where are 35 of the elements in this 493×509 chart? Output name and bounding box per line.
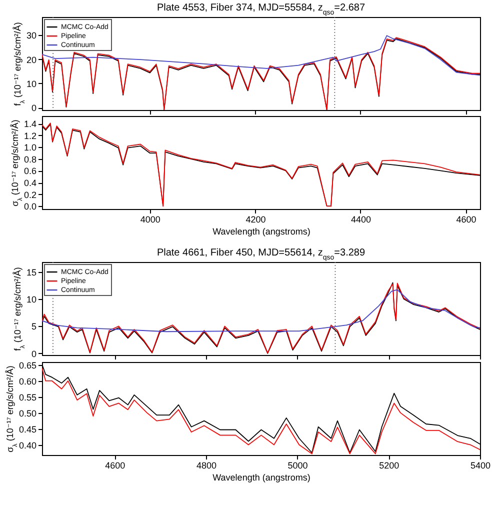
- x-tick-label: 5000: [288, 460, 308, 470]
- y-tick-label: 0.55: [18, 392, 36, 402]
- x-axis-title: Wavelength (angstroms): [212, 226, 310, 236]
- x-tick-label: 4800: [196, 460, 216, 470]
- y-tick-label: 0.65: [18, 360, 36, 370]
- y-tick-label: 1.0: [24, 142, 36, 153]
- y-tick-label: 0: [31, 103, 36, 114]
- y-tick-label: 20: [26, 54, 36, 65]
- y-tick-label: 0.45: [18, 424, 36, 434]
- y-tick-label: 0.60: [18, 376, 36, 386]
- x-tick-label: 4400: [350, 214, 372, 224]
- y-tick-label: 0: [31, 348, 36, 359]
- x-tick-label: 4600: [456, 214, 476, 224]
- y-tick-label: 10: [26, 294, 36, 304]
- y-tick-label: 0.4: [24, 178, 36, 188]
- y-tick-label: 0.50: [18, 408, 36, 418]
- x-tick-label: 4600: [105, 460, 126, 470]
- y-tick-label: 1.4: [24, 119, 36, 130]
- y-tick-label: 0.8: [24, 154, 36, 164]
- y-tick-label: 0.6: [24, 166, 36, 176]
- y-tick-label: 5: [31, 322, 36, 332]
- y-tick-label: 15: [26, 267, 36, 278]
- x-tick-label: 5400: [470, 460, 491, 470]
- x-tick-label: 4200: [246, 214, 266, 224]
- y-tick-label: 0.0: [24, 202, 36, 212]
- y-tick-label: 0.40: [18, 440, 36, 450]
- x-tick-label: 4000: [140, 214, 160, 224]
- y-tick-label: 10: [26, 78, 36, 89]
- y-tick-label: 0.2: [24, 190, 36, 200]
- chart-title: Plate 4553, Fiber 374, MJD=55584, z$_{qso}$=2.687: [156, 2, 366, 16]
- x-tick-label: 5200: [379, 460, 400, 470]
- chart-title: Plate 4661, Fiber 450, MJD=55614, z$_{qso}$=3.289: [156, 248, 366, 262]
- y-tick-label: 30: [26, 30, 36, 41]
- y-tick-label: 1.2: [24, 130, 36, 141]
- x-axis-title: Wavelength (angstroms): [212, 472, 310, 482]
